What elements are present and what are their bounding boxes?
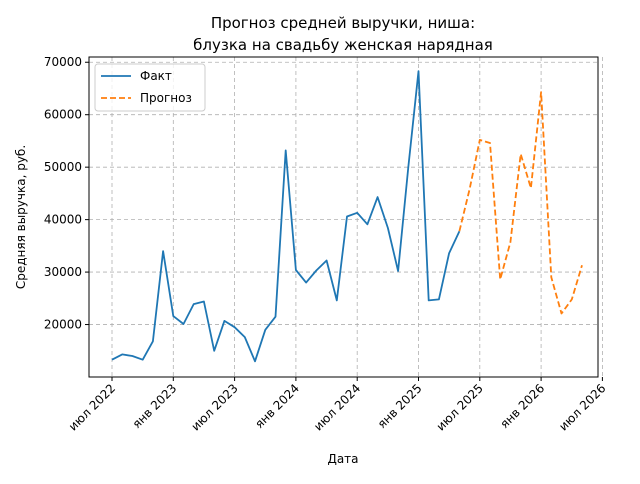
x-tick-label: июл 2025 [434, 381, 486, 433]
x-axis-label: Дата [327, 452, 358, 466]
y-tick-label: 50000 [44, 160, 82, 174]
y-axis-label: Средняя выручка, руб. [14, 145, 28, 289]
series-layer [111, 70, 583, 363]
legend-label-fact: Факт [140, 69, 172, 83]
y-tick-label: 20000 [44, 318, 82, 332]
y-tick-label: 60000 [44, 108, 82, 122]
y-tick-label: 30000 [44, 265, 82, 279]
x-tick-label: янв 2025 [375, 381, 425, 431]
legend: Факт Прогноз [94, 63, 206, 112]
x-tick-label: июл 2026 [556, 381, 608, 433]
x-tick-label: янв 2024 [252, 381, 302, 431]
plot-area-frame [88, 56, 599, 378]
series-line-fact [111, 70, 461, 363]
chart-title-line1: Прогноз средней выручки, ниша: [211, 14, 475, 32]
x-tick-label: июл 2024 [311, 381, 363, 433]
grid [89, 57, 603, 377]
x-tick-label: янв 2023 [130, 381, 180, 431]
x-tick-label: июл 2022 [66, 381, 118, 433]
x-tick-label: июл 2023 [188, 381, 240, 433]
series-line-forecast [458, 91, 583, 315]
y-tick-label: 70000 [44, 55, 82, 69]
x-tick-label: янв 2026 [497, 381, 547, 431]
legend-label-forecast: Прогноз [140, 91, 192, 105]
y-tick-label: 40000 [44, 213, 82, 227]
chart-title-line2: блузка на свадьбу женская нарядная [193, 36, 493, 54]
